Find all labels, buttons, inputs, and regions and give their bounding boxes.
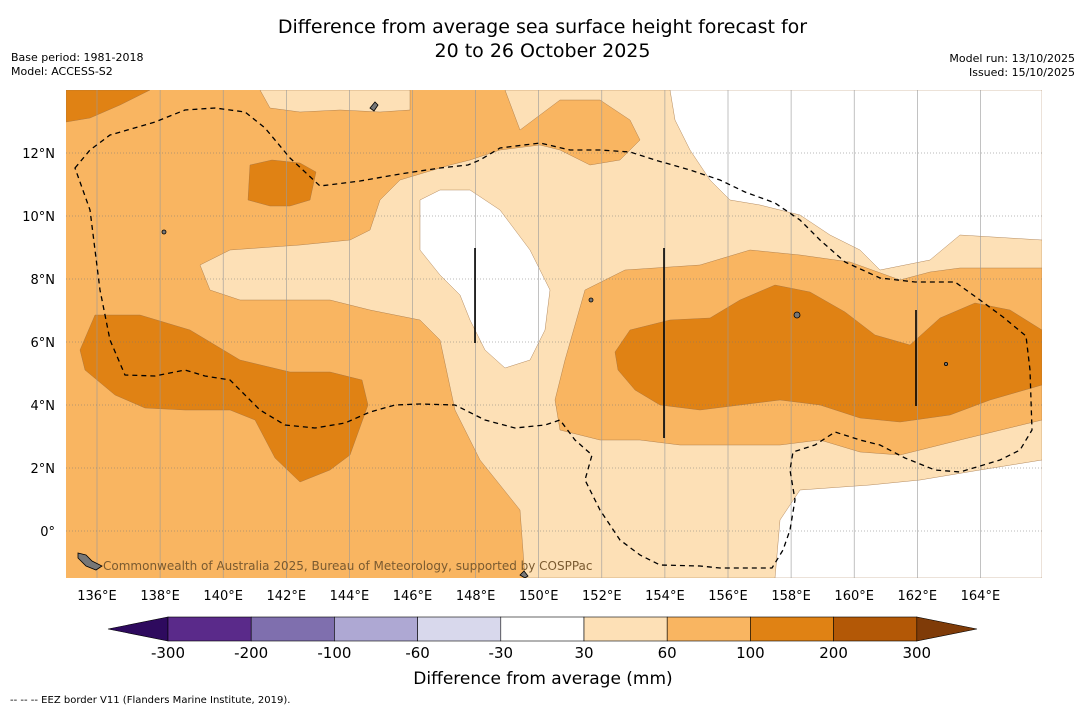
lon-tick-label: 146°E: [393, 589, 433, 604]
colorbar-tick-label: 30: [574, 644, 593, 662]
lat-tick-label: 8°N: [31, 273, 56, 288]
lon-tick-label: 158°E: [771, 589, 811, 604]
lat-tick-labels: 12°N 10°N 8°N 6°N 4°N 2°N 0°: [22, 147, 55, 540]
lon-tick-label: 136°E: [77, 589, 117, 604]
anomaly-region-100-200: [247, 159, 317, 207]
colorbar-segment: [583, 616, 668, 642]
colorbar-tick-label: -30: [489, 644, 514, 662]
lat-tick-label: 6°N: [31, 336, 56, 351]
lon-tick-label: 148°E: [456, 589, 496, 604]
lon-tick-label: 156°E: [708, 589, 748, 604]
colorbar-segment: [666, 616, 751, 642]
colorbar-tick-label: -60: [405, 644, 430, 662]
anomaly-region-100-200: [614, 284, 1042, 423]
colorbar-extend-high: [916, 616, 978, 642]
colorbar-tick-label: -100: [317, 644, 351, 662]
lon-tick-label: 164°E: [961, 589, 1001, 604]
colorbar-segment: [334, 616, 418, 642]
colorbar-title: Difference from average (mm): [413, 669, 672, 689]
lat-tick-label: 12°N: [22, 147, 55, 162]
attribution-text: Commonwealth of Australia 2025, Bureau o…: [103, 559, 593, 573]
lon-tick-label: 150°E: [519, 589, 559, 604]
lon-tick-label: 144°E: [330, 589, 370, 604]
islands: [77, 101, 949, 578]
colorbar-segment: [833, 616, 918, 642]
lon-tick-label: 152°E: [582, 589, 622, 604]
model-run-text: Model run: 13/10/2025: [949, 52, 1075, 65]
base-period-text: Base period: 1981-2018: [11, 51, 144, 64]
eez-border: [74, 107, 1033, 569]
anomaly-region-100-200: [79, 314, 369, 483]
lon-tick-label: 138°E: [140, 589, 180, 604]
anomaly-region-30-60: [259, 90, 411, 113]
colorbar-tick-label: -300: [151, 644, 185, 662]
anomaly-region-low: [774, 459, 1042, 578]
map-title-line1: Difference from average sea surface heig…: [277, 16, 808, 38]
colorbar-tick-label: 60: [658, 644, 677, 662]
anomaly-region-100-200: [66, 90, 151, 123]
lat-tick-label: 4°N: [31, 399, 56, 414]
colorbar-tick-label: 100: [736, 644, 765, 662]
colorbar-segment: [167, 616, 252, 642]
lat-tick-label: 0°: [40, 525, 55, 540]
eez-legend-text: -- -- -- EEZ border V11 (Flanders Marine…: [10, 695, 291, 706]
lat-tick-label: 2°N: [31, 462, 56, 477]
colorbar-segment: [500, 616, 585, 642]
lon-tick-label: 142°E: [267, 589, 307, 604]
lon-tick-label: 162°E: [898, 589, 938, 604]
anomaly-region-low: [669, 90, 1042, 271]
colorbar-segment: [250, 616, 335, 642]
lon-tick-labels: 136°E 138°E 140°E 142°E 144°E 146°E 148°E 150°E…: [77, 589, 1000, 604]
lat-tick-label: 10°N: [22, 210, 55, 225]
map-title-line2: 20 to 26 October 2025: [434, 40, 651, 62]
map-grid: [66, 90, 1042, 578]
lon-tick-label: 140°E: [203, 589, 243, 604]
colorbar-tick-label: 200: [819, 644, 848, 662]
colorbar-extend-low: [107, 616, 169, 642]
issued-text: Issued: 15/10/2025: [968, 66, 1075, 79]
lon-tick-label: 160°E: [834, 589, 874, 604]
meta-right: Model run: 13/10/2025 Issued: 15/10/2025: [949, 52, 1075, 80]
colorbar: -300 -200 -100 -60 -30 30 60 100 200 300: [107, 616, 978, 662]
colorbar-segment: [750, 616, 834, 642]
model-text: Model: ACCESS-S2: [11, 65, 113, 78]
colorbar-tick-label: -200: [234, 644, 268, 662]
meta-left: Base period: 1981-2018 Model: ACCESS-S2: [11, 51, 143, 79]
map-plot-area: Commonwealth of Australia 2025, Bureau o…: [66, 90, 1042, 578]
colorbar-tick-label: 300: [902, 644, 931, 662]
colorbar-segment: [417, 616, 502, 642]
lon-tick-label: 154°E: [645, 589, 685, 604]
anomaly-region-low: [419, 189, 551, 369]
